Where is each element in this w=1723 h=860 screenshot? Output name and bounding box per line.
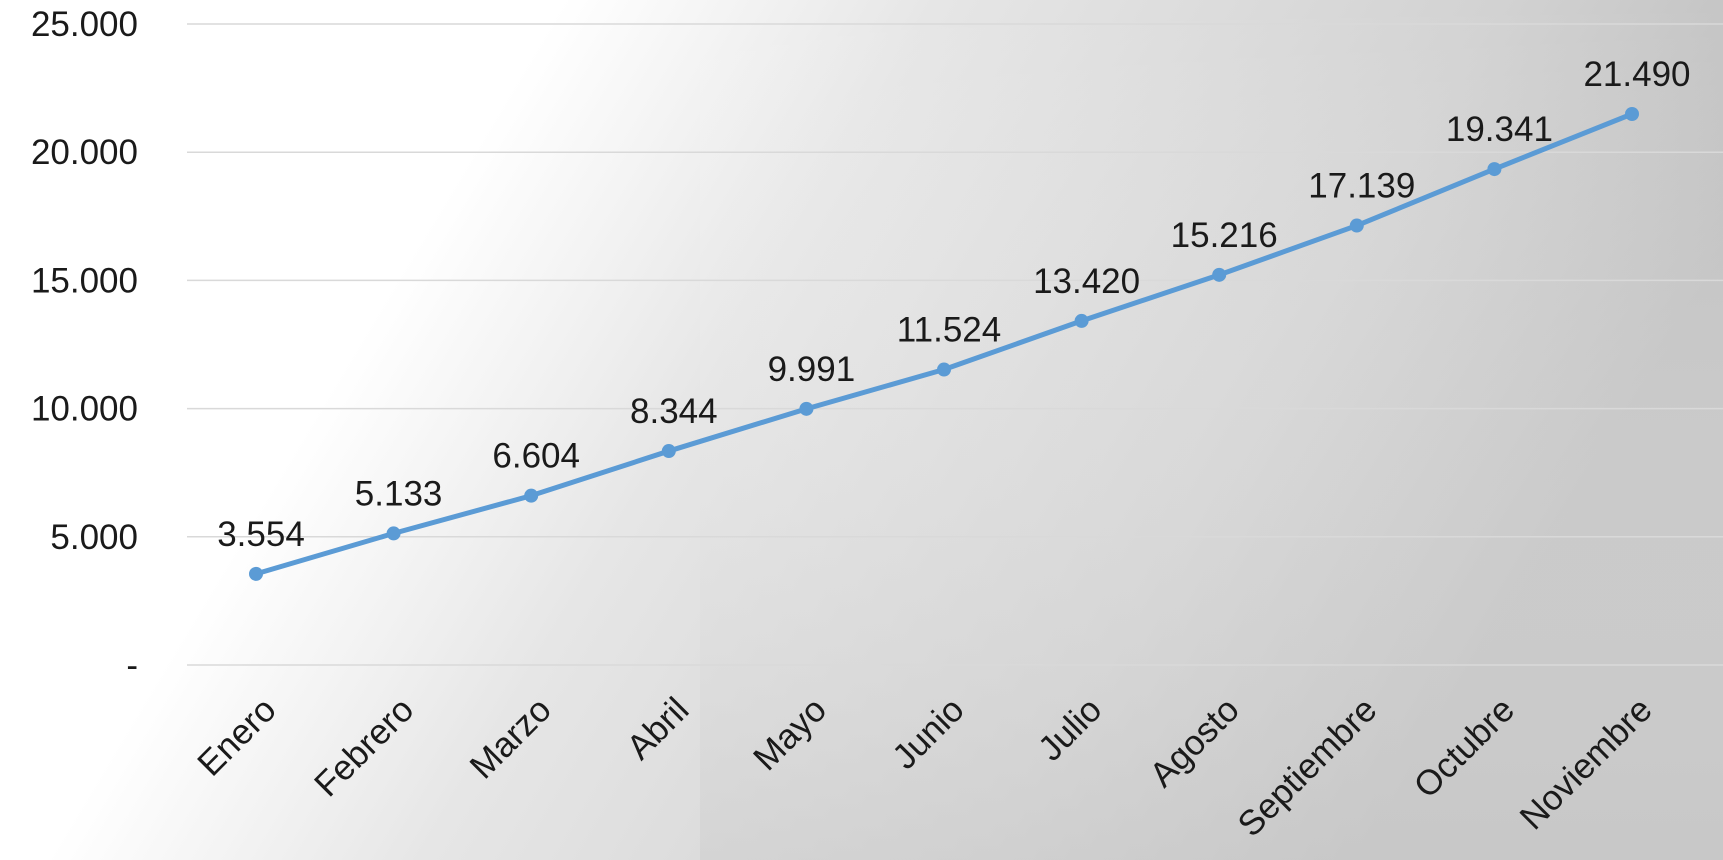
y-tick-label: - — [126, 646, 138, 685]
y-tick-label: 10.000 — [31, 390, 138, 429]
data-point — [249, 567, 263, 581]
y-tick-label: 5.000 — [50, 518, 138, 557]
data-label: 3.554 — [217, 515, 305, 554]
data-point — [937, 363, 951, 377]
data-label: 5.133 — [355, 474, 443, 513]
data-label: 21.490 — [1583, 55, 1690, 94]
data-label: 6.604 — [492, 437, 580, 476]
data-point — [1212, 268, 1226, 282]
data-point — [1075, 314, 1089, 328]
data-point — [524, 489, 538, 503]
data-label: 13.420 — [1033, 262, 1140, 301]
data-point — [1625, 107, 1639, 121]
data-point — [387, 526, 401, 540]
y-tick-label: 15.000 — [31, 261, 138, 300]
data-point — [799, 402, 813, 416]
data-label: 15.216 — [1171, 216, 1278, 255]
chart: -5.00010.00015.00020.00025.000EneroFebre… — [0, 0, 1723, 860]
data-point — [662, 444, 676, 458]
data-point — [1487, 162, 1501, 176]
page: {"chart_data": {"type": "line", "categor… — [0, 0, 1723, 860]
data-label: 17.139 — [1308, 167, 1415, 206]
data-label: 8.344 — [630, 392, 718, 431]
y-tick-label: 25.000 — [31, 5, 138, 44]
y-tick-label: 20.000 — [31, 133, 138, 172]
data-point — [1350, 219, 1364, 233]
data-label: 19.341 — [1446, 110, 1553, 149]
data-label: 11.524 — [897, 311, 1001, 350]
data-label: 9.991 — [768, 350, 856, 389]
